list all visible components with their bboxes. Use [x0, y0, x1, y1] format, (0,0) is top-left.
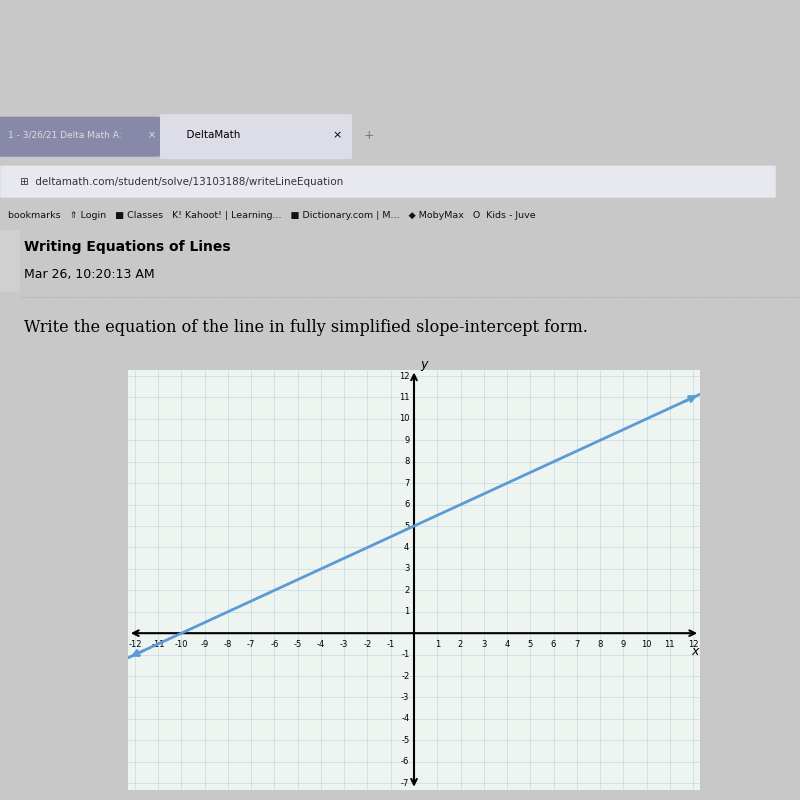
FancyBboxPatch shape [0, 117, 160, 157]
Bar [0, 230, 20, 292]
Text: ×: × [148, 130, 156, 141]
Text: ×: × [332, 130, 342, 141]
Text: -2: -2 [401, 671, 410, 681]
Text: -12: -12 [128, 640, 142, 649]
Text: 11: 11 [399, 393, 410, 402]
Text: +: + [364, 129, 374, 142]
Text: 2: 2 [404, 586, 410, 595]
Text: bookmarks   ⇑ Login   ■ Classes   K! Kahoot! | Learning...   ■ Dictionary.com | : bookmarks ⇑ Login ■ Classes K! Kahoot! |… [8, 211, 536, 221]
Text: -2: -2 [363, 640, 372, 649]
Text: Writing Equations of Lines: Writing Equations of Lines [24, 240, 230, 254]
Text: -11: -11 [151, 640, 165, 649]
Text: 6: 6 [404, 500, 410, 509]
Text: 12: 12 [688, 640, 698, 649]
Text: 8: 8 [598, 640, 602, 649]
Text: 1 - 3/26/21 Delta Math A:: 1 - 3/26/21 Delta Math A: [8, 131, 122, 140]
FancyBboxPatch shape [0, 165, 776, 198]
Text: 1: 1 [434, 640, 440, 649]
Text: 7: 7 [574, 640, 579, 649]
Text: 6: 6 [551, 640, 556, 649]
Text: -1: -1 [401, 650, 410, 659]
FancyBboxPatch shape [160, 114, 352, 159]
Text: -3: -3 [401, 693, 410, 702]
Text: 5: 5 [528, 640, 533, 649]
Text: 8: 8 [404, 458, 410, 466]
Text: 11: 11 [665, 640, 675, 649]
Text: -5: -5 [401, 736, 410, 745]
Text: -6: -6 [270, 640, 278, 649]
Text: y: y [420, 358, 427, 370]
Text: 4: 4 [404, 543, 410, 552]
Text: 9: 9 [404, 436, 410, 445]
Text: Mar 26, 10:20:13 AM: Mar 26, 10:20:13 AM [24, 268, 154, 281]
Text: 2: 2 [458, 640, 463, 649]
Text: 4: 4 [504, 640, 510, 649]
Text: -5: -5 [294, 640, 302, 649]
Text: -3: -3 [340, 640, 349, 649]
Text: Write the equation of the line in fully simplified slope-intercept form.: Write the equation of the line in fully … [24, 318, 588, 336]
Text: 1: 1 [404, 607, 410, 616]
Text: -7: -7 [247, 640, 255, 649]
Text: -9: -9 [201, 640, 209, 649]
Text: DeltaMath: DeltaMath [180, 130, 240, 141]
Text: ⊞  deltamath.com/student/solve/13103188/writeLineEquation: ⊞ deltamath.com/student/solve/13103188/w… [20, 177, 343, 186]
Text: 12: 12 [399, 371, 410, 381]
Text: 5: 5 [404, 522, 410, 530]
Text: 3: 3 [404, 564, 410, 574]
Text: -10: -10 [174, 640, 188, 649]
Text: x: x [691, 645, 699, 658]
Text: 10: 10 [399, 414, 410, 423]
Text: 9: 9 [621, 640, 626, 649]
Text: -7: -7 [401, 778, 410, 788]
Text: -4: -4 [317, 640, 325, 649]
Text: 3: 3 [481, 640, 486, 649]
Text: -8: -8 [224, 640, 232, 649]
Text: -6: -6 [401, 758, 410, 766]
Text: -4: -4 [401, 714, 410, 723]
Text: -1: -1 [386, 640, 395, 649]
Text: 7: 7 [404, 478, 410, 488]
Text: 10: 10 [642, 640, 652, 649]
